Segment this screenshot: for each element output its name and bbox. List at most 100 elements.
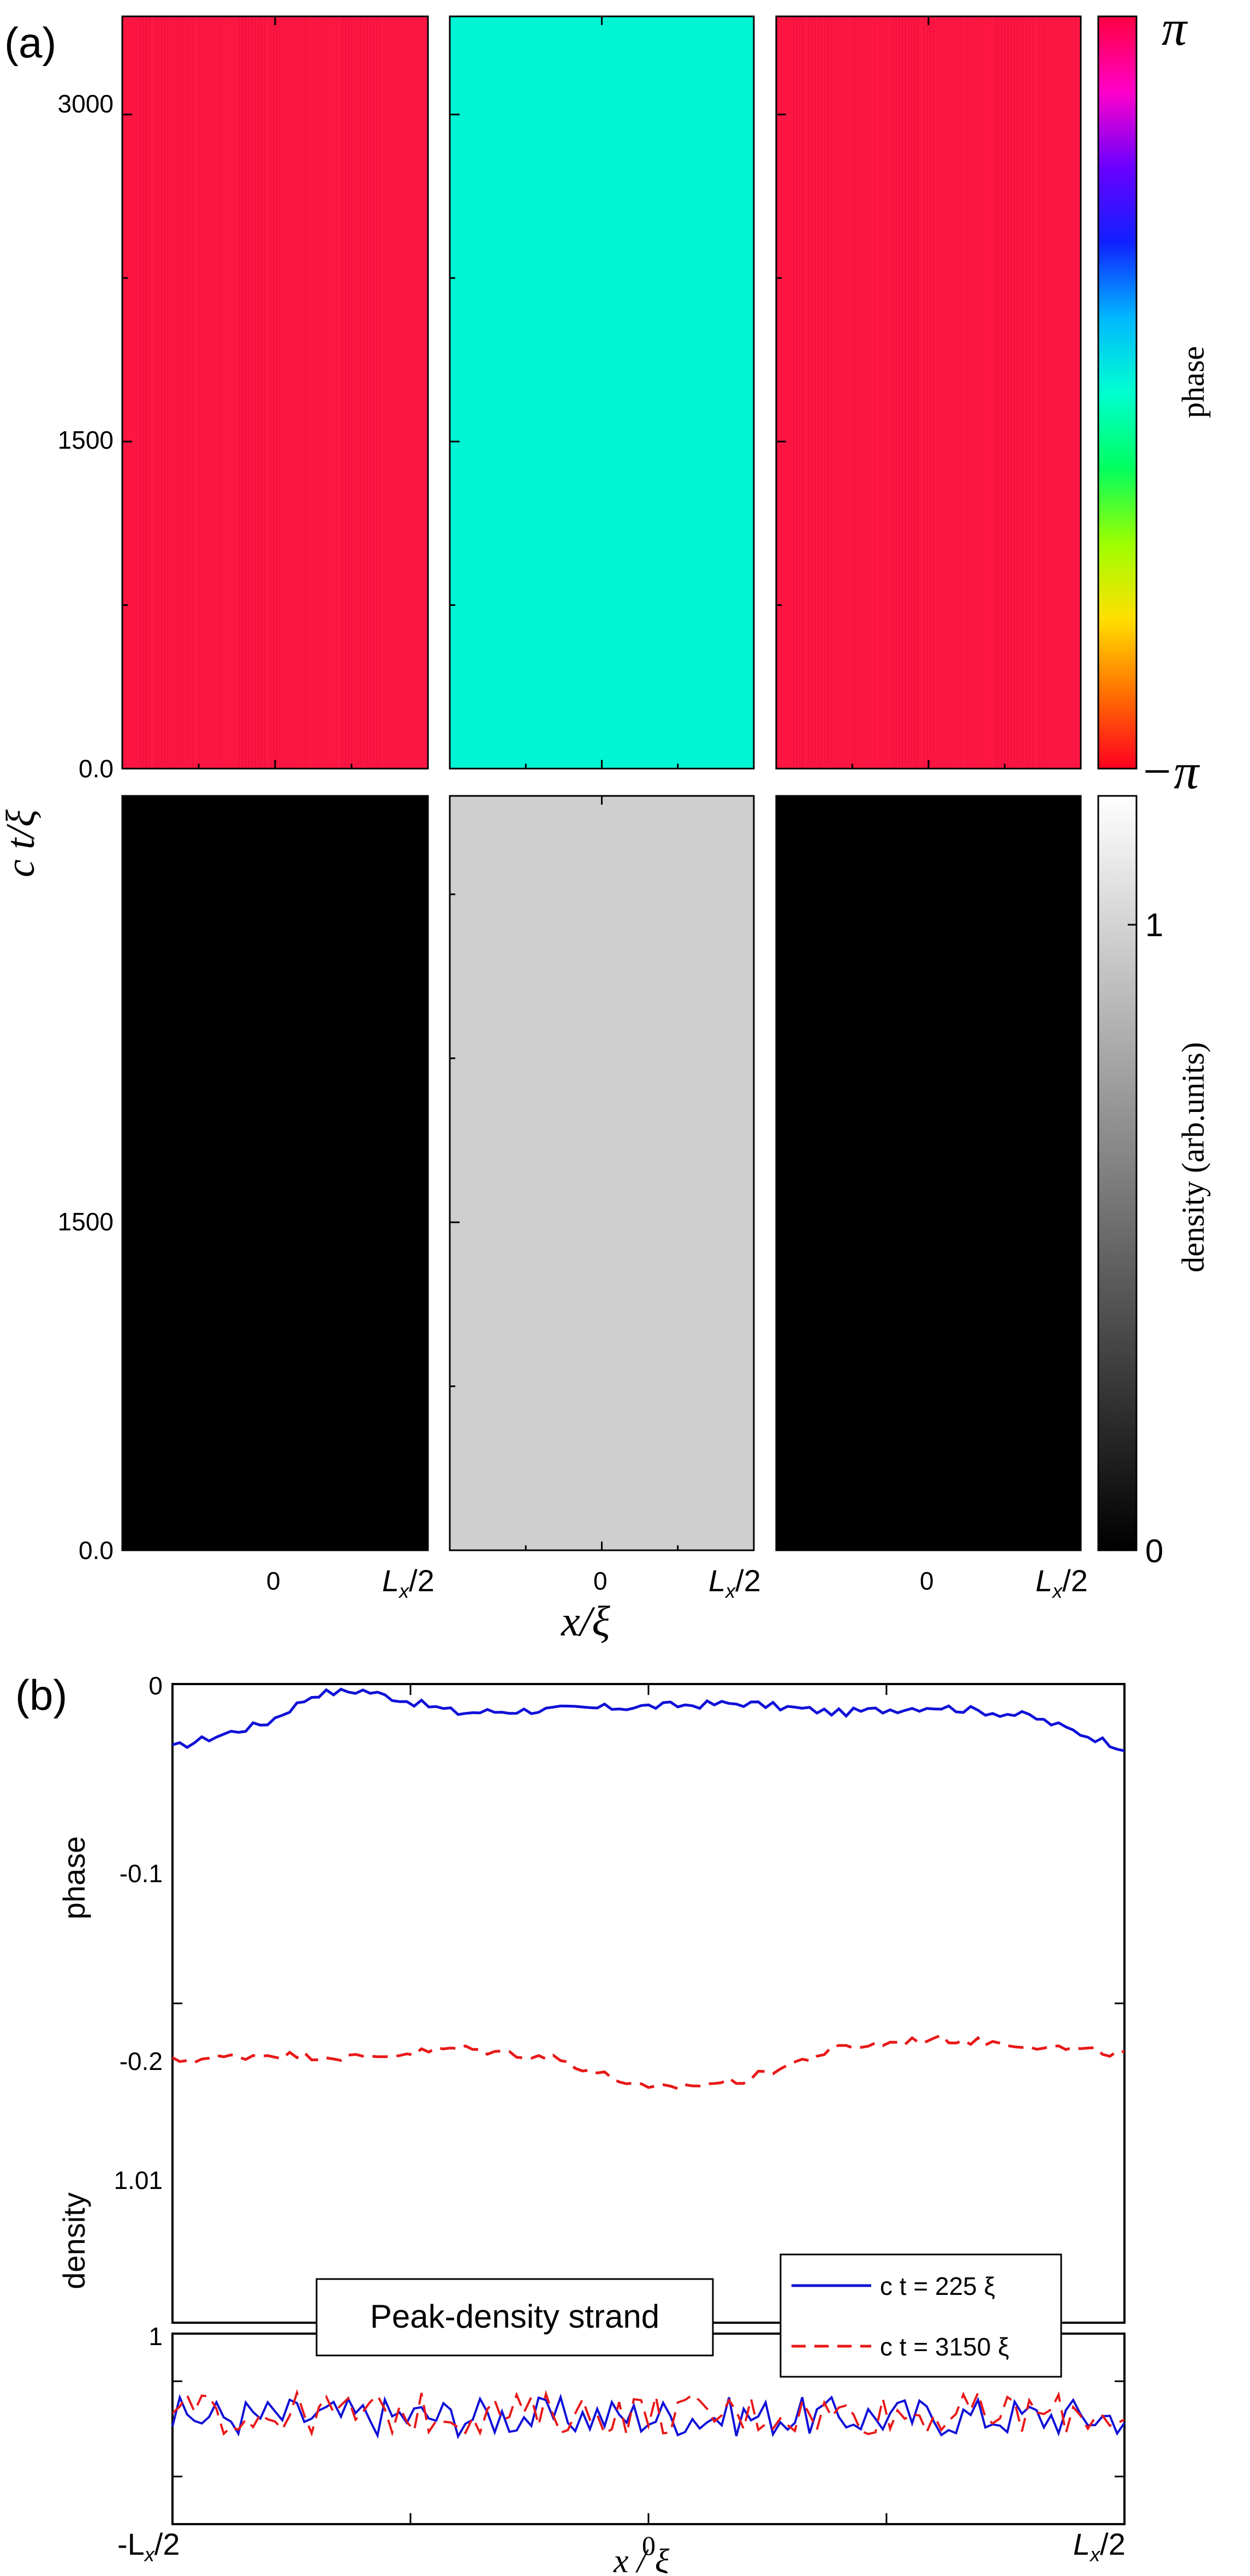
phase-texture-stripe: [372, 18, 374, 767]
phase-texture-stripe: [313, 18, 316, 767]
b-title-box: [316, 2278, 714, 2357]
phase-texture-stripe: [397, 18, 400, 767]
phase-texture-stripe: [419, 18, 421, 767]
phase-texture-stripe: [201, 18, 203, 767]
phase-texture-stripe: [1013, 18, 1015, 767]
phase-texture-stripe: [787, 18, 789, 767]
phase-texture-stripe: [160, 18, 163, 767]
phase-texture-stripe: [329, 18, 331, 767]
phase-texture-stripe: [923, 18, 925, 767]
b-xtick-0: 0: [642, 2530, 656, 2561]
phase-texture-stripe: [210, 18, 212, 767]
b-legend: [779, 2253, 1062, 2378]
phase-texture-stripe: [385, 18, 387, 767]
phase-texture-stripe: [410, 18, 412, 767]
phase-texture-stripe: [1072, 18, 1074, 767]
phase-texture-stripe: [948, 18, 950, 767]
phase-texture-stripe: [1063, 18, 1065, 767]
phase-panel-left: [121, 15, 429, 770]
phase-texture-stripe: [932, 18, 934, 767]
phase-texture-stripe: [182, 18, 184, 767]
phase-texture-stripe: [157, 18, 159, 767]
phase-texture-stripe: [213, 18, 216, 767]
phase-texture-stripe: [142, 18, 144, 767]
phase-texture-stripe: [833, 18, 835, 767]
b-xtick-right: Lx/2: [1073, 2527, 1126, 2566]
phase-texture-stripe: [226, 18, 228, 767]
phase-texture-stripe: [326, 18, 328, 767]
phase-texture-stripe: [357, 18, 359, 767]
phase-texture-stripe: [164, 18, 166, 767]
b-phase-ylabel: phase: [57, 1836, 91, 1920]
phase-series-0: [172, 1687, 1125, 1752]
phase-texture-stripe: [820, 18, 823, 767]
a-xtick-half-left: Lx/2: [382, 1563, 434, 1602]
phase-texture-stripe: [279, 18, 281, 767]
phase-texture-stripe: [285, 18, 287, 767]
phase-texture-stripe: [229, 18, 231, 767]
b-xtick-left: -Lx/2: [117, 2527, 180, 2566]
phase-texture-stripe: [413, 18, 415, 767]
phase-texture-stripe: [995, 18, 997, 767]
phase-texture-stripe: [133, 18, 135, 767]
phase-texture-stripe: [1004, 18, 1006, 767]
phase-texture-stripe: [319, 18, 322, 767]
phase-texture-stripe: [873, 18, 876, 767]
b-phase-ytick-0: 0: [148, 1671, 163, 1700]
phase-texture-stripe: [1047, 18, 1050, 767]
phase-texture-stripe: [366, 18, 368, 767]
density-panel-middle: [449, 795, 755, 1551]
phase-texture-stripe: [317, 18, 319, 767]
phase-texture-stripe: [855, 18, 857, 767]
phase-texture-stripe: [842, 18, 844, 767]
phase-texture-stripe: [220, 18, 222, 767]
phase-panel-middle: [449, 15, 755, 770]
phase-texture-stripe: [370, 18, 372, 767]
phase-texture-stripe: [270, 18, 272, 767]
density-colorbar: [1097, 795, 1138, 1551]
phase-texture-stripe: [198, 18, 200, 767]
phase-texture-stripe: [394, 18, 396, 767]
phase-colorbar-top: π: [1162, 0, 1188, 56]
phase-texture-stripe: [291, 18, 294, 767]
phase-texture-stripe: [217, 18, 219, 767]
phase-texture-stripe: [824, 18, 826, 767]
phase-texture-stripe: [344, 18, 347, 767]
phase-texture-stripe: [332, 18, 334, 767]
phase-panel-right: [775, 15, 1082, 770]
phase-texture-stripe: [793, 18, 795, 767]
phase-texture-stripe: [148, 18, 150, 767]
phase-texture-stripe: [858, 18, 860, 767]
phase-texture-stripe: [186, 18, 188, 767]
phase-texture-stripe: [879, 18, 882, 767]
phase-texture-stripe: [892, 18, 894, 767]
phase-series-1: [171, 2033, 1125, 2090]
phase-texture-stripe: [295, 18, 297, 767]
phase-texture-stripe: [170, 18, 172, 767]
phase-texture-stripe: [942, 18, 944, 767]
phase-texture-stripe: [917, 18, 919, 767]
density-ytick-1500: 1500: [58, 1207, 114, 1236]
a-xtick-0-middle: 0: [593, 1567, 608, 1595]
phase-texture-stripe: [929, 18, 931, 767]
phase-texture-stripe: [830, 18, 832, 767]
phase-texture-stripe: [985, 18, 987, 767]
phase-texture-stripe: [960, 18, 962, 767]
phase-texture-stripe: [251, 18, 253, 767]
density-row: [121, 795, 1082, 1551]
phase-texture-stripe: [1032, 18, 1034, 767]
phase-texture-stripe: [1022, 18, 1025, 767]
density-colorbar-tick-0: 0: [1145, 1533, 1163, 1569]
panel-a-label: (a): [4, 19, 56, 67]
phase-texture-stripe: [938, 18, 941, 767]
phase-texture-stripe: [297, 18, 300, 767]
b-series: [171, 1687, 1126, 2440]
phase-texture-stripe: [135, 18, 138, 767]
a-ylabel-lead: c t: [0, 837, 43, 877]
phase-texture-stripe: [388, 18, 390, 767]
phase-texture-stripe: [957, 18, 960, 767]
phase-texture-stripe: [1044, 18, 1046, 767]
a-ylabel-tail: ξ: [0, 810, 43, 827]
phase-texture-stripe: [422, 18, 425, 767]
phase-texture-stripe: [1066, 18, 1068, 767]
